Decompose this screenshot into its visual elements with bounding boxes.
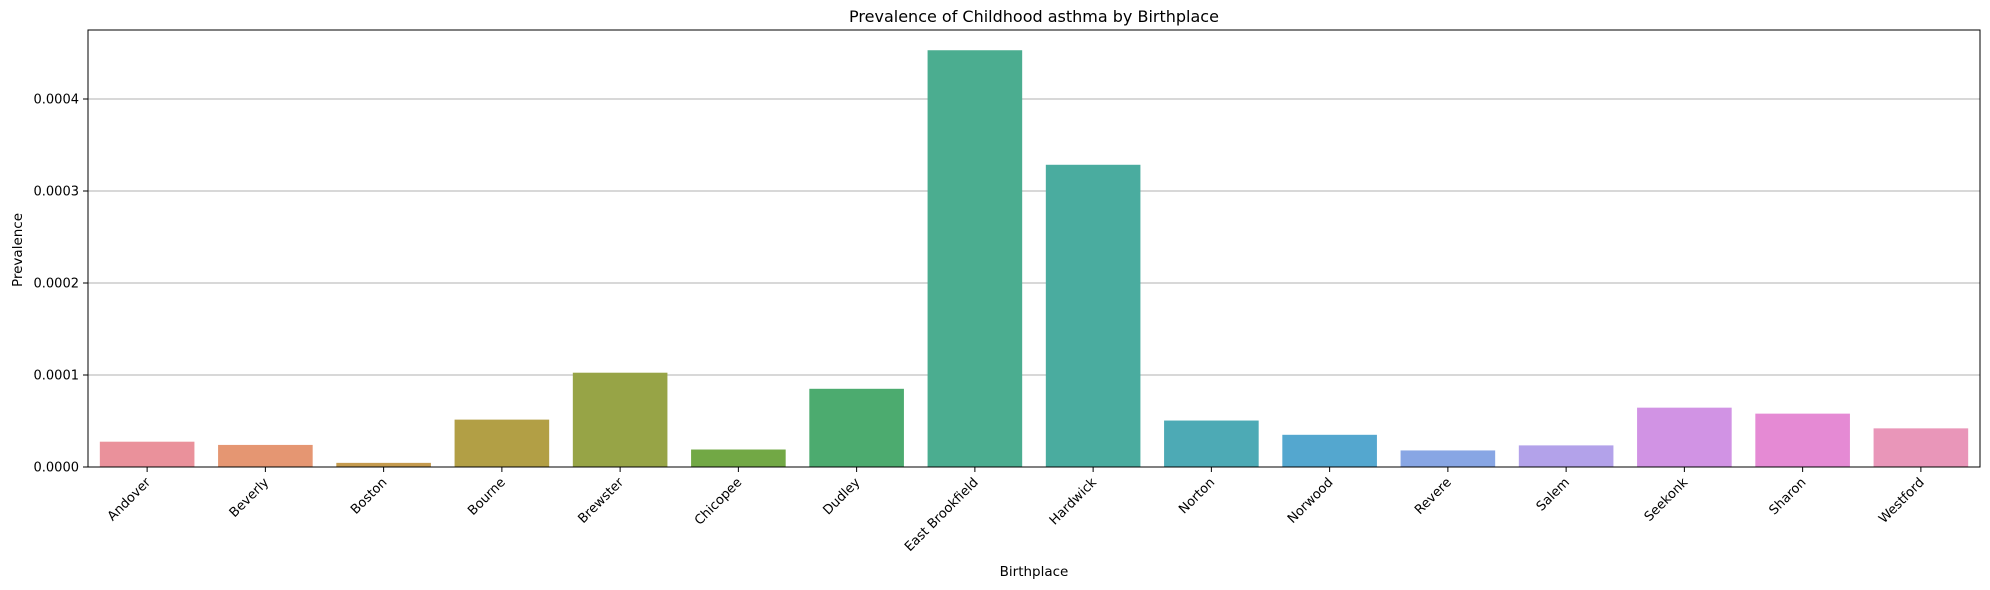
x-tick-label: Revere <box>1412 475 1455 518</box>
bar-bourne <box>454 419 550 467</box>
y-axis-label: Prevalence <box>10 213 26 287</box>
bar-boston <box>336 462 431 467</box>
bar-salem <box>1518 445 1614 467</box>
bar-revere <box>1400 450 1496 467</box>
y-tick-label: 0.0000 <box>34 461 80 476</box>
gridlines <box>88 98 1980 376</box>
bar-andover <box>99 441 195 467</box>
x-tick-label: Sharon <box>1767 475 1810 518</box>
bar-brewster <box>572 372 668 467</box>
x-tick-label: East Brookfield <box>902 475 982 555</box>
y-tick-label: 0.0003 <box>34 185 80 200</box>
bar-east-brookfield <box>927 50 1023 468</box>
x-tick-label: Hardwick <box>1047 475 1100 528</box>
bar-hardwick <box>1045 164 1141 467</box>
x-tick-label: Norton <box>1176 475 1218 517</box>
x-tick-label: Seekonk <box>1642 475 1692 525</box>
x-axis-label: Birthplace <box>1000 564 1069 580</box>
x-tick-label: Beverly <box>227 475 273 521</box>
x-tick-label: Boston <box>348 475 390 517</box>
x-tick-label: Chicopee <box>692 475 745 528</box>
chart-title: Prevalence of Childhood asthma by Birthp… <box>849 7 1219 26</box>
y-tick-label: 0.0001 <box>34 369 80 384</box>
axes <box>87 29 1981 468</box>
y-ticks: 0.0000 0.0001 0.0002 0.0003 0.0004 <box>34 93 88 476</box>
x-tick-label: Brewster <box>575 475 627 527</box>
bar-seekonk <box>1637 407 1732 467</box>
x-tick-label: Salem <box>1534 475 1573 514</box>
bar-chicopee <box>691 449 786 467</box>
x-tick-label: Westford <box>1876 475 1928 527</box>
bar-westford <box>1873 428 1969 467</box>
x-tick-label: Dudley <box>820 475 863 518</box>
bar-norwood <box>1282 434 1377 467</box>
x-tick-label: Bourne <box>465 475 508 518</box>
plot-frame <box>87 29 1981 468</box>
bar-sharon <box>1755 413 1850 467</box>
y-tick-label: 0.0004 <box>34 93 80 108</box>
y-tick-label: 0.0002 <box>34 277 80 292</box>
bars <box>99 50 1969 468</box>
x-tick-label: Andover <box>105 475 155 525</box>
bar-norton <box>1164 420 1259 467</box>
bar-dudley <box>809 388 904 467</box>
bar-beverly <box>218 444 313 467</box>
x-ticks: Andover Beverly Boston Bourne Brewster Chicop… <box>105 467 1928 555</box>
x-tick-label: Norwood <box>1285 475 1336 526</box>
